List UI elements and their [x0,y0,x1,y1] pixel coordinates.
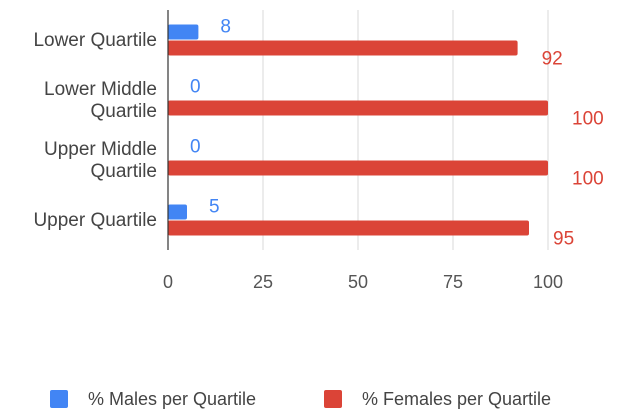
category-label: Lower Quartile [33,30,157,51]
male-data-label: 0 [190,77,201,98]
category-label: Lower Middle Quartile [44,79,157,122]
male-data-label: 0 [190,137,201,158]
female-bar [168,100,548,116]
bars [168,24,548,236]
legend: % Males per Quartile % Females per Quarti… [50,389,551,409]
legend-label: % Males per Quartile [88,389,256,409]
x-tick-labels: 0 25 50 75 100 [163,272,563,292]
category-label: Upper Quartile [33,210,157,231]
female-bar [168,220,529,236]
x-tick-label: 75 [443,272,463,292]
female-bar [168,160,548,176]
data-labels: 8 92 0 100 0 100 5 95 [190,17,604,250]
female-bar [168,40,518,56]
category-label: Upper Middle Quartile [44,139,157,182]
male-data-label: 5 [209,197,220,218]
male-data-label: 8 [220,17,231,38]
male-bar [168,204,187,220]
legend-swatch [50,390,68,408]
male-bar [168,24,199,40]
x-tick-label: 50 [348,272,368,292]
x-tick-label: 25 [253,272,273,292]
category-labels: Lower Quartile Lower Middle Quartile Upper … [33,30,157,231]
x-tick-label: 0 [163,272,173,292]
legend-swatch [324,390,342,408]
female-data-label: 95 [553,229,574,250]
female-data-label: 100 [572,169,604,190]
x-tick-label: 100 [533,272,563,292]
female-data-label: 92 [542,49,563,70]
female-data-label: 100 [572,109,604,130]
legend-label: % Females per Quartile [362,389,551,409]
